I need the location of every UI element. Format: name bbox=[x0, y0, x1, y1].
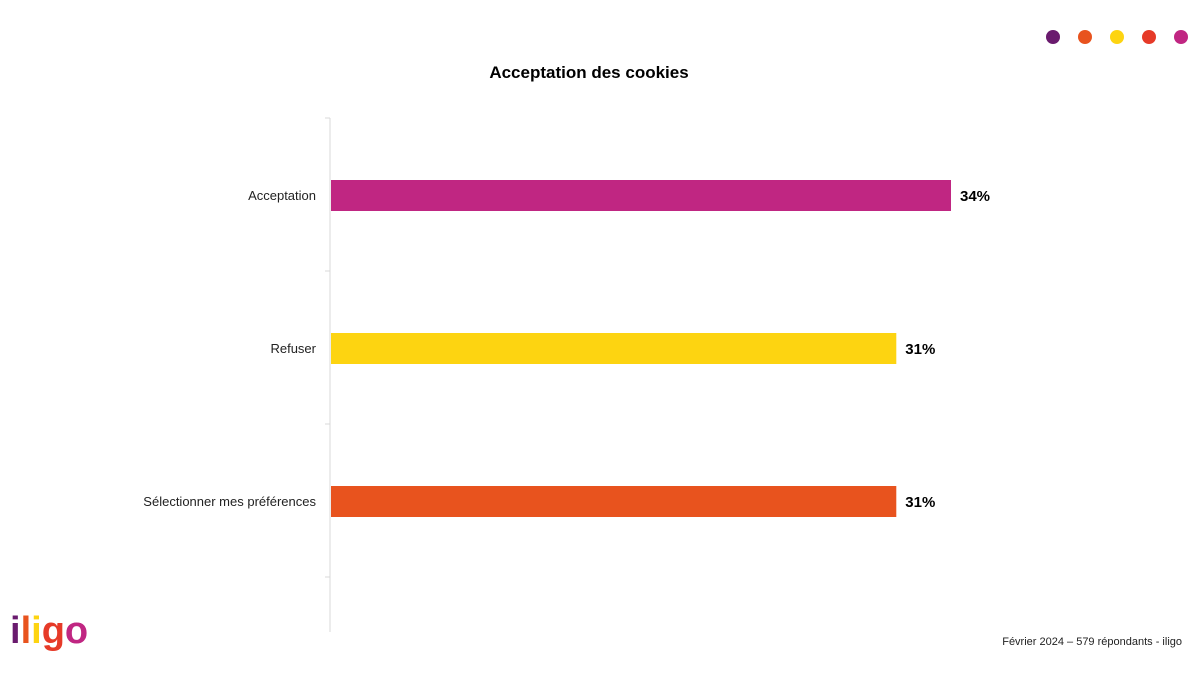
dot-yellow bbox=[1110, 30, 1124, 44]
iligo-logo: iligo bbox=[10, 610, 88, 652]
category-label: Sélectionner mes préférences bbox=[143, 494, 316, 509]
value-label: 34% bbox=[960, 188, 990, 205]
category-label: Acceptation bbox=[248, 188, 316, 203]
dot-purple bbox=[1046, 30, 1060, 44]
source-footnote: Février 2024 – 579 répondants - iligo bbox=[1002, 636, 1182, 648]
dot-red bbox=[1142, 30, 1156, 44]
category-label: Refuser bbox=[270, 341, 316, 356]
bar bbox=[331, 486, 897, 517]
bar bbox=[331, 180, 951, 211]
chart-title: Acceptation des cookies bbox=[489, 63, 689, 82]
value-label: 31% bbox=[905, 341, 935, 358]
logo-wordmark: iligo bbox=[10, 610, 88, 652]
bar bbox=[331, 333, 897, 364]
dot-magenta bbox=[1174, 30, 1188, 44]
value-label: 31% bbox=[905, 494, 935, 511]
dot-orange bbox=[1078, 30, 1092, 44]
decorative-dots bbox=[1028, 30, 1188, 44]
